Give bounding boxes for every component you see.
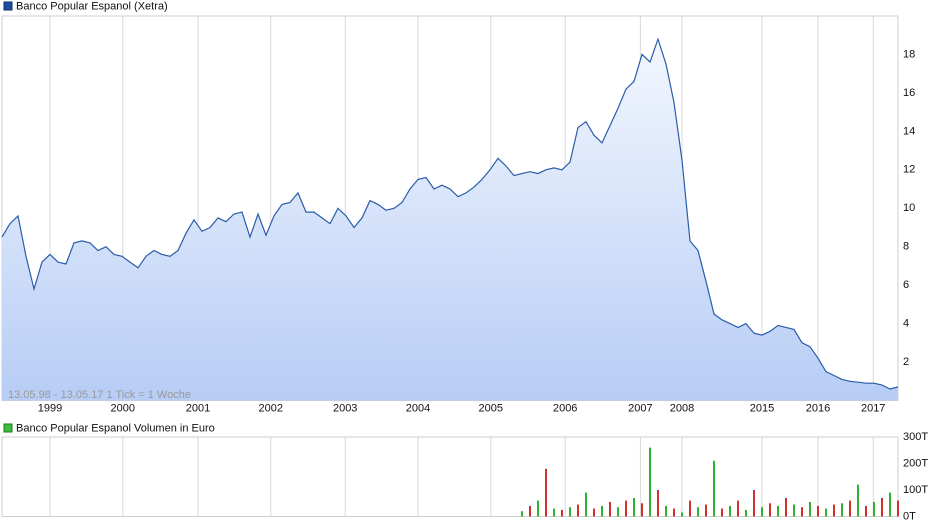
x-tick-label: 2017 xyxy=(861,402,885,414)
volume-bar xyxy=(521,511,523,517)
volume-frame xyxy=(1,436,899,517)
volume-bar xyxy=(785,497,787,517)
volume-bar xyxy=(737,500,739,517)
volume-bar xyxy=(769,503,771,517)
labels: 13.05.98 - 13.05.17 1 Tick = 1 Woche 2 4 6… xyxy=(8,48,928,522)
volume-bar xyxy=(697,507,699,517)
volume-bar xyxy=(817,505,819,517)
data xyxy=(1,37,899,517)
x-tick-label: 2006 xyxy=(553,402,577,414)
x-tick-label: 2001 xyxy=(186,402,210,414)
volume-bar xyxy=(801,507,803,517)
x-tick-label: 2002 xyxy=(259,402,283,414)
volume-bar xyxy=(745,509,747,517)
volume-bar xyxy=(617,507,619,517)
y-tick-label: 100T xyxy=(903,484,928,496)
volume-bar xyxy=(649,447,651,517)
volume-bar xyxy=(665,505,667,517)
volume-bar xyxy=(761,507,763,517)
volume-bar xyxy=(689,500,691,517)
y-tick-label: 300T xyxy=(903,431,928,443)
volume-bar xyxy=(809,501,811,517)
y-tick-label: 16 xyxy=(903,87,915,99)
x-tick-label: 2016 xyxy=(806,402,830,414)
x-tick-label: 2008 xyxy=(670,402,694,414)
x-tick-label: 2004 xyxy=(406,402,430,414)
y-tick-label: 12 xyxy=(903,164,915,176)
volume-bar xyxy=(585,492,587,517)
y-tick-label: 4 xyxy=(903,318,909,330)
annotation: 13.05.98 - 13.05.17 1 Tick = 1 Woche xyxy=(8,389,191,401)
volume-bar xyxy=(881,497,883,517)
volume-bar xyxy=(537,500,539,517)
volume-bar xyxy=(777,505,779,517)
volume-bar xyxy=(657,490,659,517)
volume-bar xyxy=(793,504,795,517)
volume-bar xyxy=(609,501,611,517)
volume-bar xyxy=(729,505,731,517)
volume-bar xyxy=(601,505,603,517)
y-tick-label: 0T xyxy=(903,510,916,522)
volume-bar xyxy=(553,508,555,517)
y-tick-label: 10 xyxy=(903,202,915,214)
volume-bar xyxy=(825,508,827,517)
volume-bar xyxy=(569,507,571,517)
volume-bar xyxy=(833,504,835,517)
legend-swatch xyxy=(3,1,13,11)
volume-bar xyxy=(849,500,851,517)
volume-bar xyxy=(593,508,595,517)
volume-bar xyxy=(857,484,859,517)
x-tick-label: 1999 xyxy=(38,402,62,414)
volume-bar xyxy=(673,508,675,517)
x-tick-label: 2000 xyxy=(111,402,135,414)
volume-bar xyxy=(841,503,843,517)
volume-bar xyxy=(873,501,875,517)
volume-bar xyxy=(545,468,547,517)
x-tick-label: 2005 xyxy=(479,402,503,414)
volume-bar xyxy=(753,490,755,517)
y-tick-label: 2 xyxy=(903,356,909,368)
volume-bar xyxy=(633,497,635,517)
volume-bar xyxy=(721,508,723,517)
price-area xyxy=(2,39,898,401)
volume-bar xyxy=(713,460,715,517)
x-tick-label: 2015 xyxy=(750,402,774,414)
chart-title: Banco Popular Espanol (Xetra) xyxy=(16,0,168,12)
volume-title: Banco Popular Espanol Volumen in Euro xyxy=(16,422,215,434)
volume-bar xyxy=(897,500,899,517)
volume-bar xyxy=(889,492,891,517)
volume-bar xyxy=(561,509,563,517)
y-tick-label: 6 xyxy=(903,279,909,291)
volume-bar xyxy=(529,505,531,517)
volume-bar xyxy=(681,512,683,517)
y-tick-label: 8 xyxy=(903,241,909,253)
price-line xyxy=(1,37,899,390)
x-tick-label: 2003 xyxy=(333,402,357,414)
volume-bar xyxy=(705,504,707,517)
y-tick-label: 200T xyxy=(903,457,928,469)
y-tick-label: 18 xyxy=(903,48,915,60)
volume-bar xyxy=(865,505,867,517)
legend-swatch xyxy=(3,423,13,433)
volume-bar xyxy=(577,504,579,517)
y-tick-label: 14 xyxy=(903,125,915,137)
volume-bar xyxy=(625,500,627,517)
volume-bar xyxy=(641,503,643,517)
x-tick-label: 2007 xyxy=(628,402,652,414)
